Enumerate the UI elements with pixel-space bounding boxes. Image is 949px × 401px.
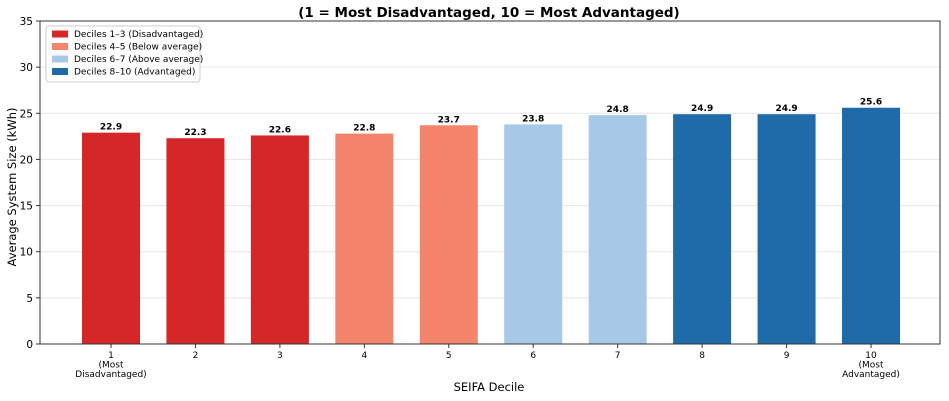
legend-box (45, 25, 201, 83)
bar (504, 124, 563, 344)
legend: Deciles 1–3 (Disadvantaged) Deciles 4–5 (… (45, 25, 203, 83)
legend-item-label: Deciles 6–7 (Above average) (74, 55, 203, 65)
x-tick-label: 1 (108, 351, 114, 361)
x-tick-label: 9 (784, 351, 790, 361)
x-tick-label: 3 (277, 351, 283, 361)
y-tick-label: 35 (20, 16, 33, 28)
y-tick-label: 25 (20, 108, 33, 120)
bars (82, 107, 900, 345)
bar (757, 114, 816, 344)
bar (419, 125, 478, 344)
x-tick-label: 7 (615, 351, 621, 361)
plot-frame (39, 20, 941, 345)
data-label: 22.9 (100, 123, 122, 133)
legend-swatch (52, 55, 68, 63)
data-labels: 22.9 22.3 22.6 22.8 23.7 23.8 24.8 24.9 24.9 25.6 (100, 98, 882, 138)
y-tick-label: 10 (20, 247, 33, 259)
legend-swatch (52, 68, 68, 75)
x-tick-label: 4 (361, 351, 367, 361)
chart-title: (1 = Most Disadvantaged, 10 = Most Advan… (298, 5, 679, 21)
x-tick-label: (Most (858, 361, 883, 371)
legend-item-label: Deciles 1–3 (Disadvantaged) (74, 30, 203, 40)
data-label: 24.9 (691, 104, 713, 114)
data-label: 22.8 (353, 124, 375, 134)
bar (250, 135, 309, 344)
x-tick-label: 8 (699, 351, 705, 361)
data-label: 24.9 (775, 104, 797, 114)
bar (166, 138, 225, 344)
bar (842, 107, 900, 345)
data-label: 24.8 (607, 105, 629, 115)
data-label: 23.8 (522, 114, 544, 124)
bar (82, 132, 140, 344)
y-tick-label: 0 (26, 339, 33, 351)
y-tick-label: 30 (20, 62, 33, 74)
y-axis-ticks: 0 5 10 15 20 25 30 35 (20, 16, 40, 351)
bar (588, 115, 647, 344)
bar (335, 133, 394, 344)
x-tick-label: (Most (98, 361, 123, 371)
bar (673, 114, 732, 344)
legend-item-label: Deciles 8–10 (Advantaged) (74, 68, 195, 78)
x-tick-label: 10 (865, 351, 877, 361)
x-tick-label: 2 (193, 351, 199, 361)
x-tick-label: Disadvantaged) (75, 370, 146, 380)
legend-item-label: Deciles 4–5 (Below average) (74, 43, 202, 53)
data-label: 22.3 (184, 128, 206, 138)
x-tick-label: 5 (446, 351, 452, 361)
legend-swatch (52, 43, 68, 50)
y-tick-label: 15 (20, 201, 33, 213)
data-label: 22.6 (269, 125, 291, 135)
x-tick-label: 6 (530, 351, 536, 361)
y-tick-label: 5 (26, 293, 33, 305)
y-axis-label: Average System Size (kWh) (5, 108, 19, 267)
data-label: 25.6 (860, 98, 882, 108)
data-label: 23.7 (438, 115, 460, 125)
legend-swatch (52, 30, 68, 38)
y-tick-label: 20 (20, 154, 33, 166)
x-axis-label: SEIFA Decile (454, 380, 525, 394)
x-tick-label: Advantaged) (842, 370, 900, 380)
